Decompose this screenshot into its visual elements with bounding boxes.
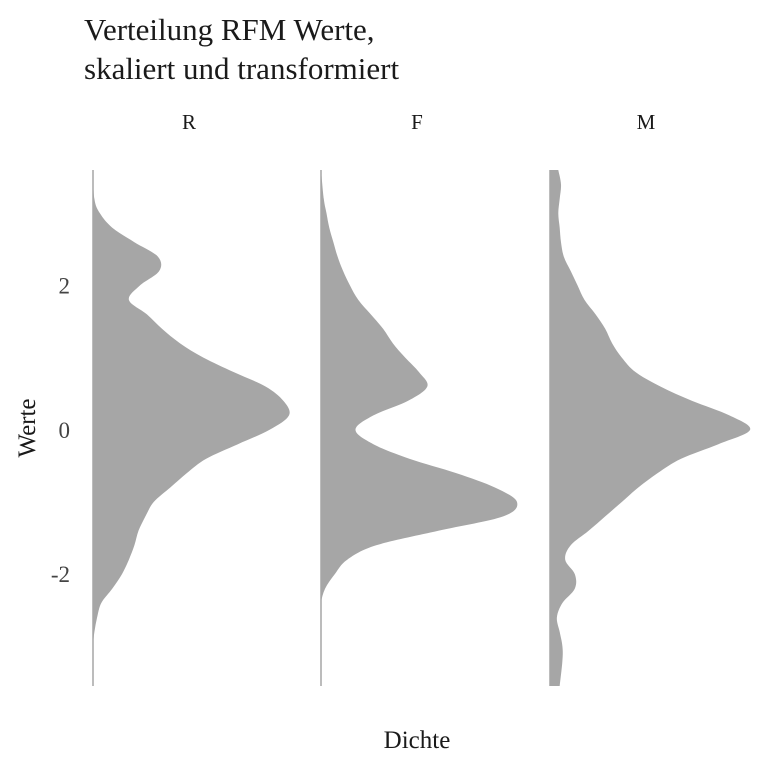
facet-F: F (320, 110, 518, 686)
chart-title-line-1: Verteilung RFM Werte, (84, 12, 375, 47)
facet-label-F: F (411, 110, 423, 134)
x-axis-title: Dichte (384, 727, 451, 754)
y-axis-ticks: 2 0 -2 (51, 273, 70, 587)
density-area-M (550, 170, 751, 686)
y-tick-label: 2 (59, 273, 71, 298)
facet-label-M: M (637, 110, 656, 134)
facet-label-R: R (182, 110, 196, 134)
y-tick-label: 0 (59, 418, 71, 443)
facet-R: R (92, 110, 290, 686)
chart-title-line-2: skaliert und transformiert (84, 51, 399, 86)
density-area-F (320, 170, 518, 686)
y-tick-label: -2 (51, 562, 70, 587)
density-area-R (92, 170, 290, 686)
y-axis-title: Werte (14, 398, 41, 457)
facet-M: M (549, 110, 751, 686)
